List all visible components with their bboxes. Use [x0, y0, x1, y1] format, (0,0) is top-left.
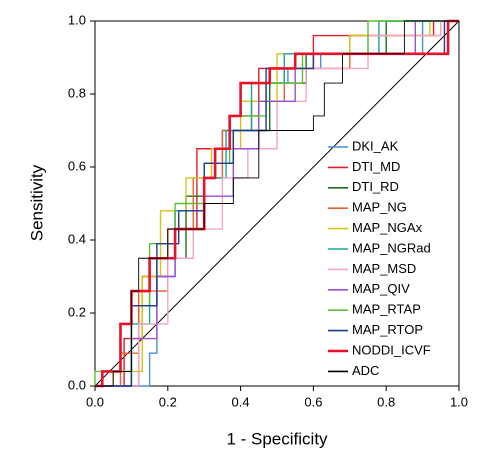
y-tick-label: 0.2: [68, 304, 86, 319]
roc-curve: [95, 20, 459, 387]
x-tick-label: 1.0: [450, 394, 468, 409]
y-tick-label: 0.8: [68, 85, 86, 100]
legend-label: NODDI_ICVF: [352, 342, 431, 357]
x-tick-label: 0.6: [304, 394, 322, 409]
x-tick-label: 0.4: [232, 394, 250, 409]
legend-label: MAP_QIV: [352, 281, 410, 296]
legend-label: MAP_RTOP: [352, 322, 423, 337]
x-axis-label: 1 - Specificity: [226, 429, 328, 448]
y-tick-label: 1.0: [68, 12, 86, 27]
legend-label: DKI_AK: [352, 138, 399, 153]
legend-label: MAP_NGRad: [352, 240, 431, 255]
reference-diagonal: [94, 20, 460, 387]
x-tick-label: 0.0: [86, 394, 104, 409]
legend-label: DTI_RD: [352, 179, 399, 194]
legend-label: ADC: [352, 363, 379, 378]
plot-frame: [94, 20, 460, 387]
legend-label: MAP_NGAx: [352, 220, 423, 235]
y-tick-label: 0.6: [68, 158, 86, 173]
y-tick-label: 0.4: [68, 231, 86, 246]
legend-label: MAP_NG: [352, 200, 407, 215]
legend-label: MAP_RTAP: [352, 302, 421, 317]
x-tick-label: 0.8: [377, 394, 395, 409]
x-tick-label: 0.2: [159, 394, 177, 409]
legend-label: DTI_MD: [352, 159, 400, 174]
roc-curve: [95, 19, 459, 388]
y-axis-label: Sensitivity: [27, 164, 46, 241]
y-tick-label: 0.0: [68, 377, 86, 392]
legend-label: MAP_MSD: [352, 261, 416, 276]
